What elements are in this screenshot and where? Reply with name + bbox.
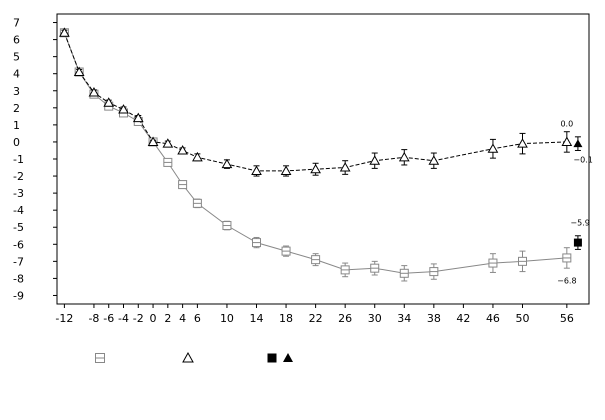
y-tick-label-6: 1 — [13, 119, 20, 132]
series-1 — [59, 27, 573, 177]
series-0-point-12 — [281, 246, 291, 256]
series-layer — [59, 27, 583, 282]
series-2-point-0 — [573, 238, 582, 247]
series-1-point-3 — [103, 97, 115, 107]
series-1-point-17 — [428, 155, 440, 165]
series-0-point-17 — [429, 267, 439, 277]
series-0-point-13 — [311, 255, 321, 265]
x-tick-label-6: 2 — [164, 312, 171, 325]
series-1-point-10 — [221, 158, 233, 169]
y-tick-label-2: 5 — [13, 51, 20, 64]
series-0-point-14 — [340, 265, 350, 275]
y-axis: 7 6 5 4 3 2 1 0 -1 -2 -3 -4 -5 -6 -7 -8 -9 — [13, 17, 57, 302]
x-tick-label-10: 14 — [250, 312, 264, 325]
y-tick-label-14: -7 — [13, 255, 24, 268]
series-0-point-15 — [370, 263, 380, 273]
x-tick-label-0: -12 — [55, 312, 73, 325]
annotation-3: −6.8 — [557, 277, 576, 286]
series-0-point-7 — [163, 157, 173, 167]
series-0-line — [63, 32, 567, 274]
legend-marker-2 — [267, 353, 277, 363]
annotation-1: −0.1 — [573, 155, 592, 164]
y-tick-label-13: -6 — [13, 238, 24, 251]
x-tick-label-4: -2 — [133, 312, 144, 325]
x-tick-label-9: 10 — [220, 312, 234, 325]
series-2 — [573, 235, 582, 250]
series-0-point-18 — [488, 258, 498, 268]
legend-marker-3 — [283, 353, 293, 362]
series-0-point-19 — [518, 256, 527, 266]
y-tick-label-16: -9 — [13, 289, 24, 302]
series-1-point-18 — [487, 143, 499, 153]
y-tick-label-3: 4 — [13, 68, 20, 81]
series-0-point-10 — [222, 221, 232, 231]
plot-area — [56, 13, 590, 305]
annotation-2: −5.9 — [570, 219, 589, 228]
y-tick-label-1: 6 — [13, 34, 20, 47]
series-0-point-11 — [252, 238, 261, 248]
series-1-point-15 — [369, 155, 381, 165]
annotation-0: 0.0 — [560, 120, 573, 129]
y-tick-label-9: -2 — [13, 170, 24, 183]
series-1-point-8 — [177, 145, 188, 155]
series-1-point-12 — [280, 165, 292, 175]
x-axis: -12 -8 -6 -4 -2 0 2 4 6 10 14 18 22 26 30 34 38 42 46 50 56 — [55, 304, 574, 325]
legend-marker-0 — [95, 353, 105, 363]
y-tick-label-11: -4 — [13, 204, 24, 217]
x-tick-label-8: 6 — [194, 312, 201, 325]
series-1-point-2 — [88, 87, 100, 97]
series-1-point-6 — [147, 136, 159, 146]
x-tick-label-5: 0 — [150, 312, 157, 325]
x-tick-label-11: 18 — [279, 312, 293, 325]
x-tick-label-14: 30 — [368, 312, 382, 325]
x-tick-label-19: 50 — [516, 312, 530, 325]
y-tick-label-12: -5 — [13, 221, 24, 234]
x-tick-label-3: -4 — [118, 312, 129, 325]
series-1-point-16 — [398, 151, 410, 162]
x-tick-label-7: 4 — [179, 312, 186, 325]
x-tick-label-2: -6 — [103, 312, 114, 325]
y-tick-label-7: 0 — [13, 136, 20, 149]
x-tick-label-16: 38 — [427, 312, 441, 325]
series-0-point-20 — [562, 253, 572, 263]
series-1-point-14 — [339, 162, 351, 172]
y-tick-label-10: -3 — [13, 187, 24, 200]
x-tick-label-15: 34 — [397, 312, 411, 325]
series-1-point-9 — [192, 151, 203, 162]
series-1-point-20 — [561, 136, 573, 146]
series-1-point-5 — [132, 112, 144, 123]
series-1-point-19 — [517, 138, 528, 148]
y-tick-label-0: 7 — [13, 17, 20, 30]
plot-frame — [56, 13, 590, 305]
y-tick-label-5: 2 — [13, 102, 20, 115]
x-tick-label-20: 56 — [560, 312, 574, 325]
y-tick-label-8: -1 — [13, 153, 24, 166]
series-1-point-4 — [118, 104, 129, 114]
series-0-point-9 — [192, 198, 202, 208]
legend — [95, 352, 293, 363]
x-tick-label-13: 26 — [338, 312, 352, 325]
series-0 — [59, 28, 572, 282]
x-tick-label-1: -8 — [88, 312, 99, 325]
x-tick-label-17: 42 — [456, 312, 470, 325]
x-tick-label-18: 46 — [486, 312, 500, 325]
series-1-point-7 — [162, 138, 174, 148]
series-3-point-0 — [573, 139, 583, 148]
y-tick-label-4: 3 — [13, 85, 20, 98]
series-1-point-11 — [251, 165, 262, 175]
legend-marker-1 — [182, 352, 194, 363]
series-0-point-8 — [178, 180, 188, 190]
series-1-point-13 — [310, 163, 321, 174]
series-3 — [573, 136, 583, 151]
series-1-point-0 — [59, 27, 70, 37]
series-1-point-1 — [73, 66, 85, 77]
series-0-point-16 — [399, 268, 409, 278]
annotation-layer: 0.0 −0.1 −5.9 −6.8 — [557, 120, 593, 286]
x-tick-label-12: 22 — [309, 312, 323, 325]
y-tick-label-15: -8 — [13, 272, 24, 285]
